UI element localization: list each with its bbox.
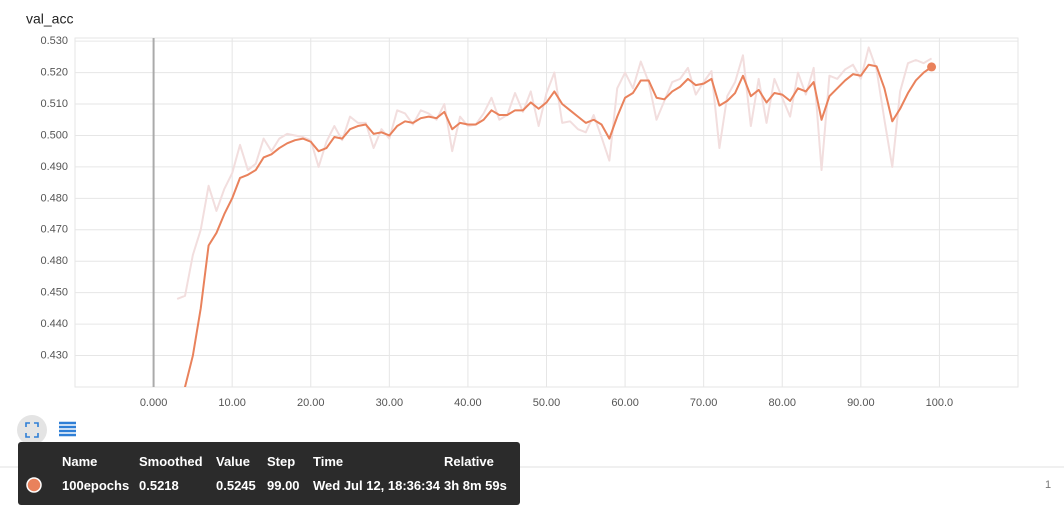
y-tick-label: 0.520 bbox=[40, 66, 68, 78]
x-tick-label: 100.0 bbox=[926, 397, 954, 409]
page-number: 1 bbox=[1045, 479, 1051, 491]
x-tick-label: 0.000 bbox=[140, 397, 168, 409]
tooltip-cell: 100epochs bbox=[62, 478, 130, 493]
x-tick-label: 10.00 bbox=[218, 397, 246, 409]
x-tick-label: 30.00 bbox=[376, 397, 404, 409]
series-dot bbox=[26, 477, 42, 493]
x-tick-label: 60.00 bbox=[611, 397, 639, 409]
y-tick-label: 0.500 bbox=[40, 129, 68, 141]
x-tick-label: 50.00 bbox=[533, 397, 561, 409]
y-tick-label: 0.440 bbox=[40, 318, 68, 330]
y-tick-label: 0.510 bbox=[40, 98, 68, 110]
smoothed-line bbox=[183, 63, 933, 387]
tooltip-cell: 0.5218 bbox=[139, 478, 179, 493]
y-tick-label: 0.480 bbox=[40, 255, 68, 267]
x-tick-label: 70.00 bbox=[690, 397, 718, 409]
tooltip-swatch bbox=[26, 477, 42, 493]
fullscreen-icon bbox=[25, 422, 39, 438]
hover-point bbox=[927, 62, 937, 72]
x-tick-label: 90.00 bbox=[847, 397, 875, 409]
tooltip-header: Value bbox=[216, 454, 250, 469]
tooltip-header: Time bbox=[313, 454, 344, 469]
x-tick-label: 20.00 bbox=[297, 397, 325, 409]
tooltip-cell: 99.00 bbox=[267, 478, 300, 493]
x-tick-label: 80.00 bbox=[768, 397, 796, 409]
y-tick-label: 0.490 bbox=[40, 161, 68, 173]
tooltip: Name Smoothed Value Step Time Relative 100epoc… bbox=[18, 442, 520, 505]
y-tick-label: 0.530 bbox=[40, 35, 68, 47]
tooltip-cell: 0.5245 bbox=[216, 478, 256, 493]
tooltip-cell: 3h 8m 59s bbox=[444, 478, 507, 493]
y-tick-label: 0.450 bbox=[40, 287, 68, 299]
tooltip-header: Step bbox=[267, 454, 296, 469]
fullscreen-button[interactable] bbox=[17, 415, 47, 445]
list-icon[interactable] bbox=[59, 421, 76, 437]
tooltip-header: Smoothed bbox=[139, 454, 203, 469]
x-tick-label: 40.00 bbox=[454, 397, 482, 409]
y-tick-label: 0.470 bbox=[40, 224, 68, 236]
raw-line bbox=[176, 46, 933, 300]
y-tick-label: 0.430 bbox=[40, 349, 68, 361]
tooltip-header: Name bbox=[62, 454, 98, 469]
chart-title: val_acc bbox=[26, 11, 73, 27]
tooltip-cell: Wed Jul 12, 18:36:34 bbox=[313, 478, 440, 493]
tooltip-header: Relative bbox=[444, 454, 494, 469]
y-tick-label: 0.480 bbox=[40, 192, 68, 204]
